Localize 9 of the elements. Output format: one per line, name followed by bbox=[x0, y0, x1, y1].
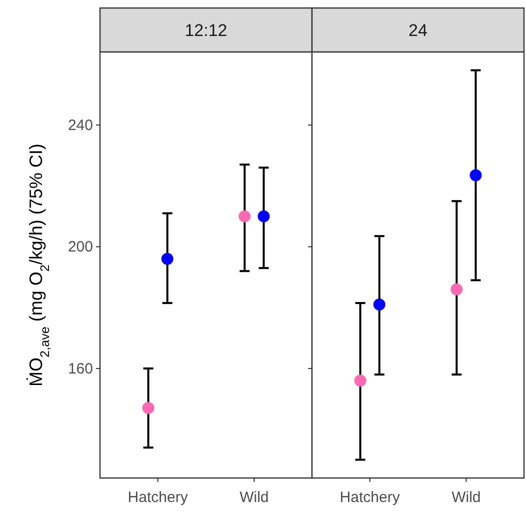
y-tick-label: 160 bbox=[68, 360, 93, 378]
x-tick-label: Hatchery bbox=[128, 489, 188, 506]
x-tick-label: Hatchery bbox=[340, 489, 400, 506]
chart-title: 24 bbox=[408, 21, 428, 40]
y-tick-label: 240 bbox=[68, 117, 93, 134]
chart-title: 12:12 bbox=[184, 21, 228, 40]
x-tick-label: Wild bbox=[452, 489, 481, 506]
y-tick-label: 200 bbox=[68, 238, 93, 256]
x-tick-label: Wild bbox=[240, 489, 269, 506]
